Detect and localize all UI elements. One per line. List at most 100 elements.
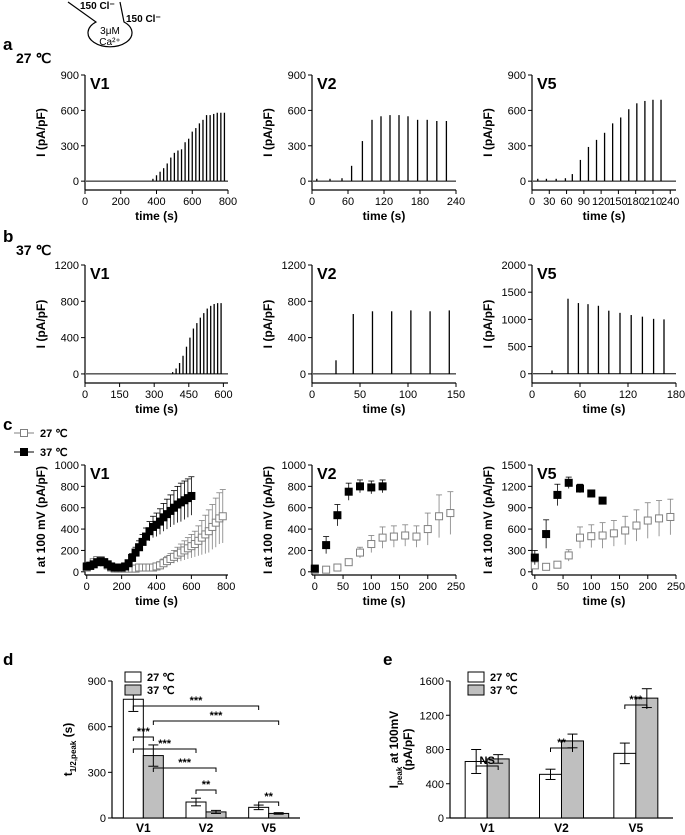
marker bbox=[333, 563, 342, 572]
marker bbox=[218, 512, 227, 521]
marker bbox=[530, 553, 539, 562]
panel-letter: d bbox=[3, 650, 13, 669]
y-axis-label: I (pA/pF) bbox=[34, 300, 48, 349]
significance-label: *** bbox=[158, 738, 172, 750]
legend-label: 27 ℃ bbox=[490, 672, 518, 684]
x-tick-label: 180 bbox=[411, 196, 429, 208]
x-tick-label: 50 bbox=[337, 581, 349, 593]
marker bbox=[310, 564, 319, 573]
x-tick-label: 100 bbox=[582, 581, 600, 593]
marker bbox=[344, 487, 353, 496]
y-tick-label: 400 bbox=[61, 333, 79, 345]
marker bbox=[187, 491, 196, 500]
y-axis-label: I (pA/pF) bbox=[34, 108, 48, 157]
x-tick-label: 0 bbox=[312, 581, 318, 593]
y-axis-label: Ipeak at 100mV bbox=[387, 711, 404, 789]
marker bbox=[609, 529, 618, 538]
significance-bracket bbox=[132, 736, 154, 741]
x-tick-label: 600 bbox=[214, 389, 232, 401]
significance-label: *** bbox=[137, 726, 151, 738]
marker bbox=[576, 533, 584, 542]
x-tick-label: 30 bbox=[543, 196, 555, 208]
marker bbox=[378, 482, 387, 491]
significance-bracket bbox=[195, 789, 217, 794]
y-tick-label: 800 bbox=[61, 481, 79, 493]
marker bbox=[655, 514, 664, 523]
y-tick-label: 0 bbox=[73, 176, 79, 188]
x-tick-label: V1 bbox=[480, 821, 495, 835]
y-tick-label: 0 bbox=[300, 176, 306, 188]
marker bbox=[423, 525, 432, 534]
x-tick-label: 0 bbox=[529, 196, 535, 208]
y-tick-label: 2000 bbox=[502, 260, 526, 272]
significance-bracket bbox=[152, 720, 280, 725]
marker bbox=[587, 489, 596, 498]
significance-label: *** bbox=[178, 757, 192, 769]
significance-label: NS bbox=[480, 755, 495, 767]
significance-bracket bbox=[132, 748, 197, 753]
panel-letter: b bbox=[3, 227, 13, 246]
y-axis-label-sub: 1/2,peak bbox=[69, 740, 78, 772]
panel: 0 400 800 1200 1600 Ipeak at 100mV (pA/pF) V1 V2… bbox=[387, 671, 673, 835]
x-tick-label: 200 bbox=[639, 581, 657, 593]
x-tick-label: 120 bbox=[375, 196, 393, 208]
y-tick-label: 600 bbox=[61, 105, 79, 117]
marker bbox=[564, 478, 573, 487]
y-tick-label: 400 bbox=[288, 524, 306, 536]
legend-label: 37 ℃ bbox=[147, 685, 175, 697]
x-tick-label: 250 bbox=[447, 581, 465, 593]
x-tick-label: 0 bbox=[309, 389, 315, 401]
x-axis-label: time (s) bbox=[363, 594, 406, 608]
significance-label: ** bbox=[202, 779, 211, 791]
y-tick-label: 0 bbox=[520, 369, 526, 381]
panel: 0 400 800 1200 0 150 300 450 600 V1 time (s) I (pA/… bbox=[34, 260, 233, 416]
x-tick-label: 150 bbox=[610, 581, 628, 593]
x-tick-label: 100 bbox=[362, 581, 380, 593]
y-tick-label: 1600 bbox=[420, 676, 444, 688]
panel-letter: a bbox=[3, 35, 13, 54]
y-tick-label: 300 bbox=[88, 767, 106, 779]
marker bbox=[542, 530, 551, 539]
marker bbox=[322, 541, 331, 550]
legend-label: 37 ℃ bbox=[40, 447, 68, 459]
x-tick-label: 0 bbox=[82, 196, 88, 208]
x-tick-label: 150 bbox=[110, 389, 128, 401]
x-tick-label: V2 bbox=[554, 821, 569, 835]
x-tick-label: 120 bbox=[619, 389, 637, 401]
panel: 0 500 1000 1500 2000 0 60 120 180 V5 time (s) I (pA… bbox=[481, 260, 685, 416]
x-axis-label: time (s) bbox=[583, 209, 626, 223]
panel: 0 300 600 900 0 60 120 180 240 V2 time (s) I (pA/pF… bbox=[261, 70, 465, 223]
x-axis-label: time (s) bbox=[135, 402, 178, 416]
y-tick-label: 800 bbox=[288, 481, 306, 493]
marker bbox=[553, 490, 562, 499]
x-tick-label: V5 bbox=[261, 821, 276, 835]
marker bbox=[632, 521, 641, 530]
panel: 0 300 600 900 1200 1500 0 50 100 150 200 250 V5 time … bbox=[481, 460, 685, 608]
x-tick-label: 800 bbox=[219, 196, 237, 208]
y-axis-label-part: t bbox=[61, 772, 75, 776]
chart-title: V2 bbox=[317, 266, 337, 283]
significance-bracket bbox=[550, 747, 573, 752]
marker bbox=[587, 532, 596, 541]
legend-label: 27 ℃ bbox=[147, 672, 175, 684]
x-tick-label: 200 bbox=[112, 581, 130, 593]
significance-label: *** bbox=[210, 710, 224, 722]
panel: 0 200 400 600 800 1000 0 200 400 600 800 V1 time (s)… bbox=[14, 428, 235, 608]
bar bbox=[561, 740, 584, 819]
y-axis-label: I at 100 mV (pA/pF) bbox=[261, 466, 275, 574]
pipette-diagram: 150 Cl⁻ 150 Cl⁻ 3μM Ca²⁺ bbox=[67, 1, 161, 48]
marker bbox=[643, 516, 652, 525]
y-tick-label: 400 bbox=[61, 524, 79, 536]
marker bbox=[598, 531, 607, 540]
pipette-shape bbox=[67, 1, 133, 48]
x-axis-label: time (s) bbox=[135, 209, 178, 223]
x-axis-label: time (s) bbox=[363, 209, 406, 223]
pipette-label: 150 Cl⁻ bbox=[126, 14, 161, 25]
marker bbox=[367, 540, 376, 549]
y-tick-label: 1500 bbox=[502, 287, 526, 299]
x-tick-label: 0 bbox=[84, 581, 90, 593]
marker bbox=[598, 496, 607, 505]
legend-label: 37 ℃ bbox=[490, 685, 518, 697]
x-axis-label: time (s) bbox=[135, 594, 178, 608]
x-tick-label: 600 bbox=[183, 196, 201, 208]
